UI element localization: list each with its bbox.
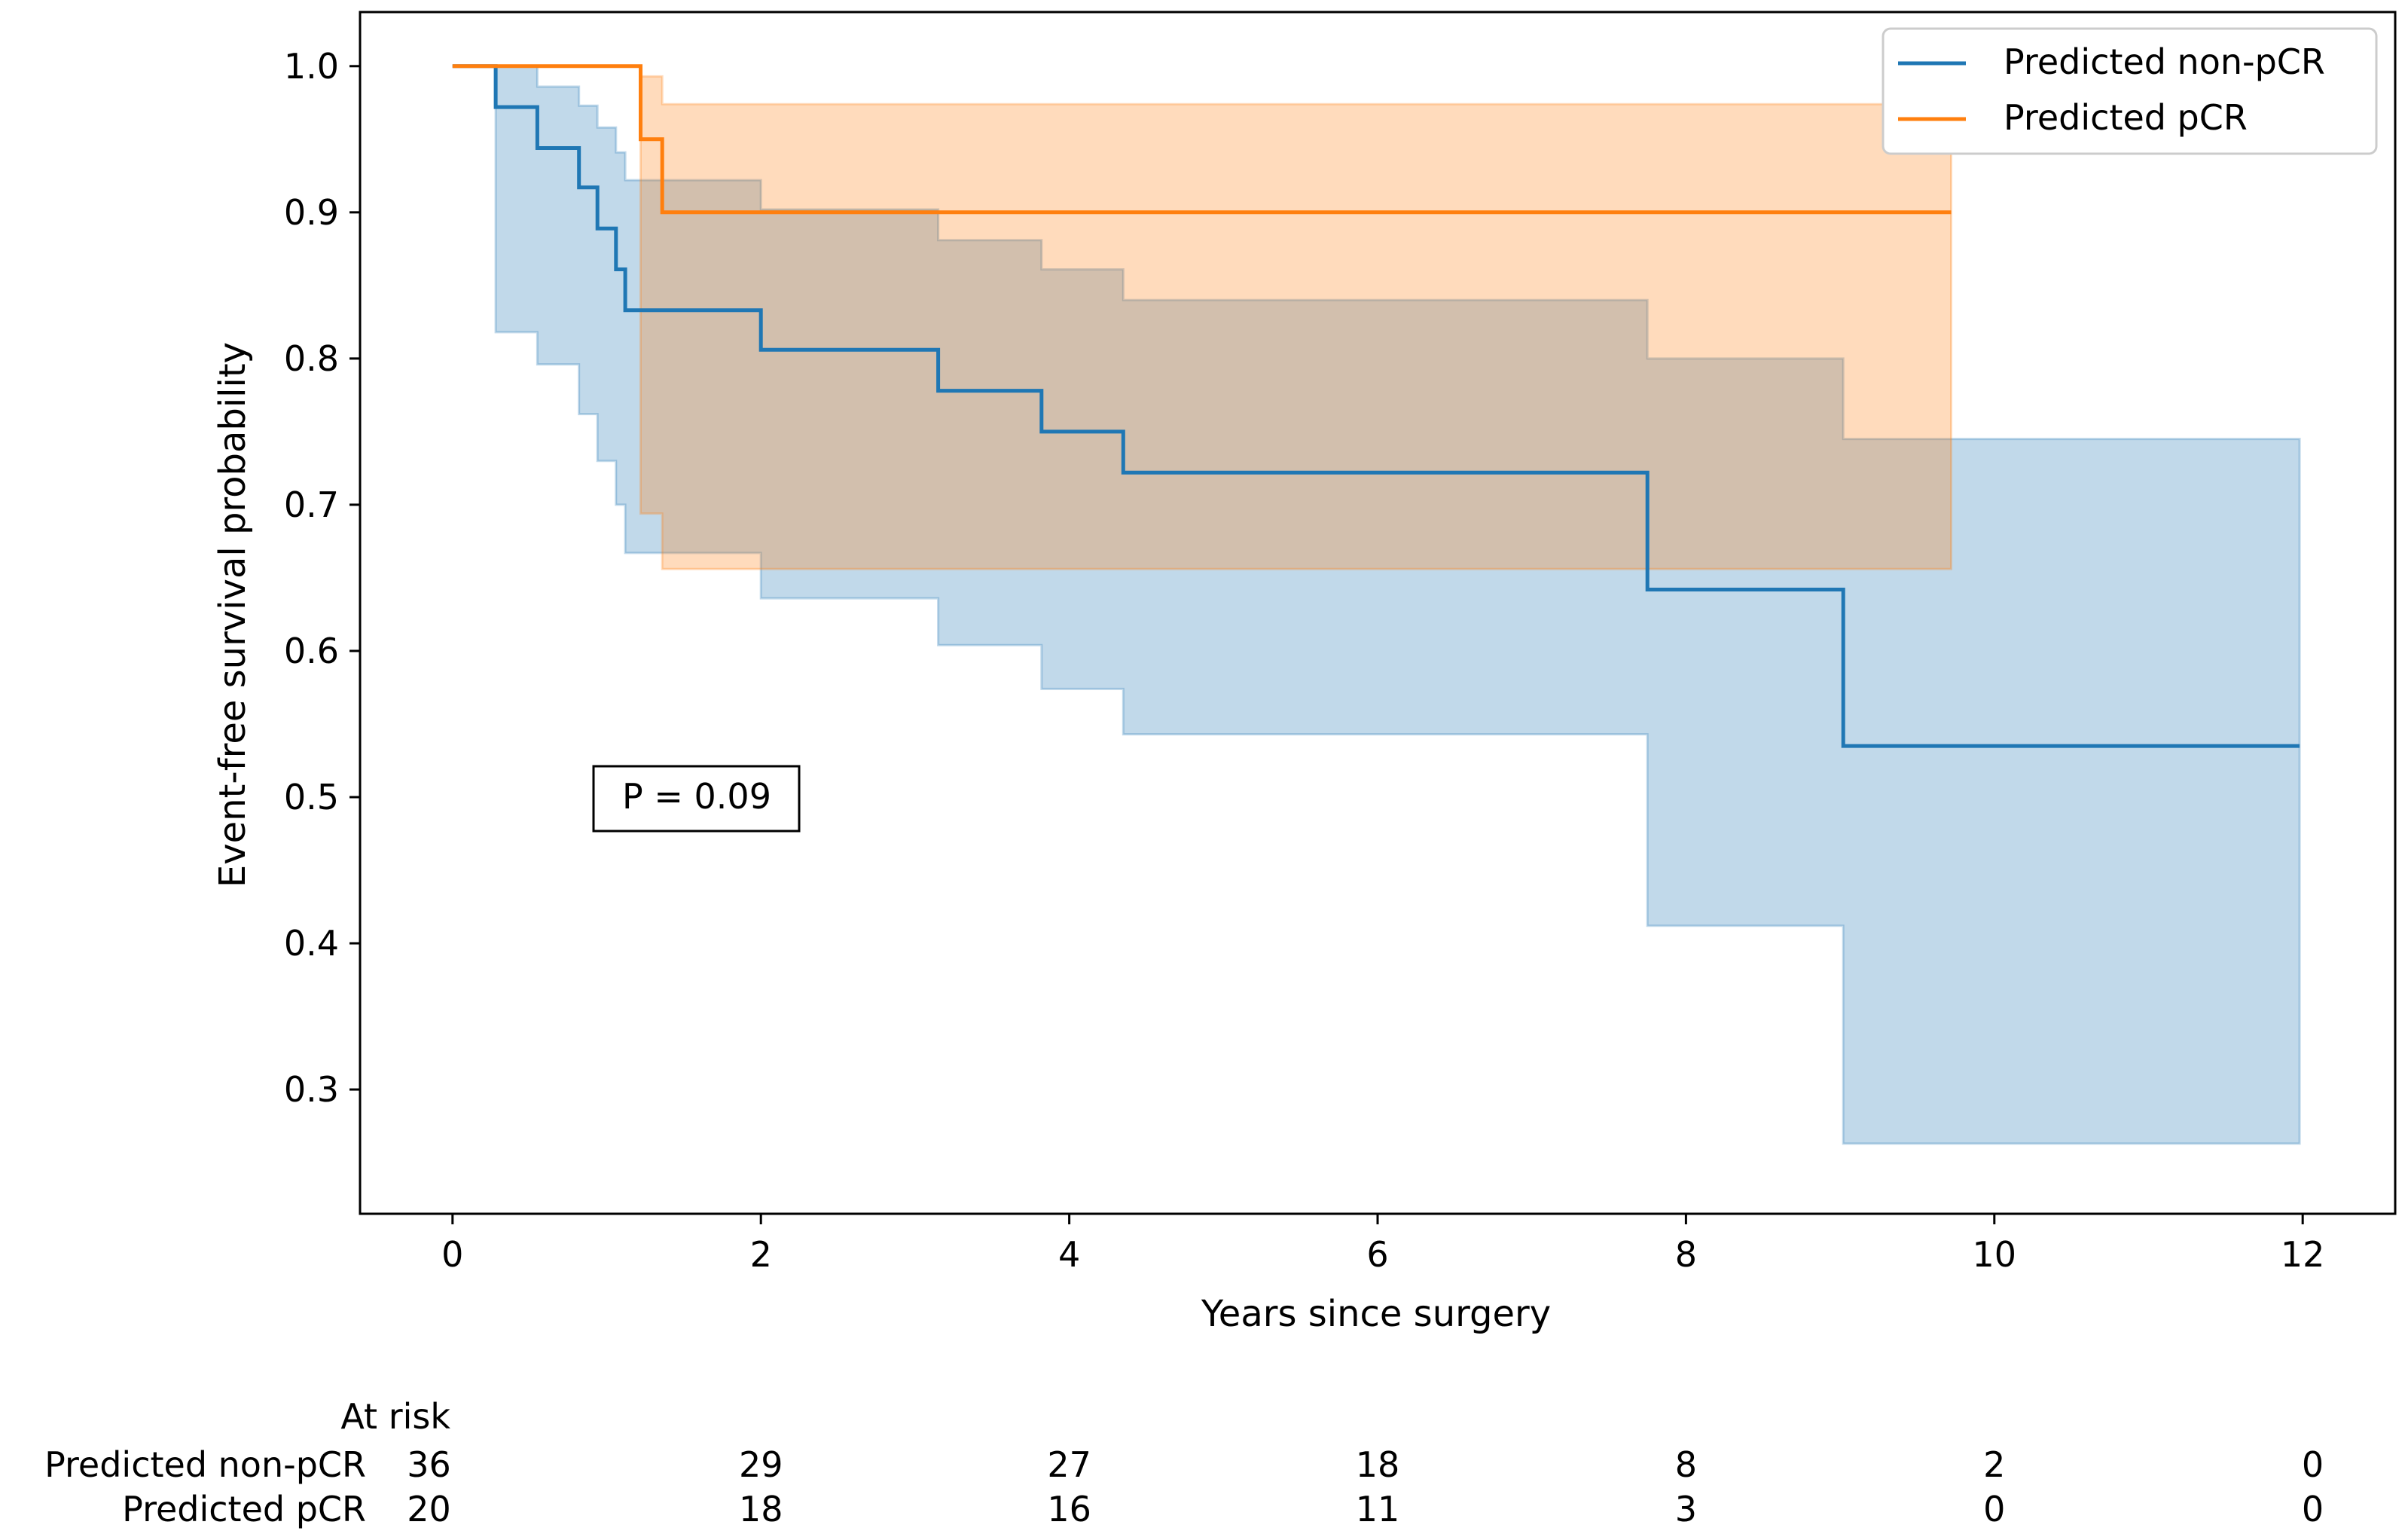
x-tick-label-12: 12 — [2281, 1234, 2325, 1275]
legend-label-non-pcr: Predicted non-pCR — [2004, 41, 2325, 82]
confidence-bands — [452, 65, 2301, 1145]
y-tick-label-0.4: 0.4 — [284, 923, 339, 964]
at-risk-counts: 36 29 27 18 8 2 020 18 16 11 3 0 0 — [407, 1444, 2324, 1529]
at-risk-row-label-non-pcr: Predicted non-pCR — [44, 1444, 366, 1485]
y-tick-label-0.8: 0.8 — [284, 338, 339, 379]
at-risk-count: 11 — [1356, 1489, 1400, 1529]
legend-box — [1882, 27, 2378, 155]
at-risk-count: 18 — [739, 1489, 783, 1529]
y-axis-ticks: 0.3 0.4 0.5 0.6 0.7 0.8 0.9 1.0 — [284, 46, 360, 1110]
confidence-band-predicted-pcr — [452, 65, 1952, 570]
x-axis-ticks: 0 2 4 6 8 10 12 — [441, 1214, 2324, 1275]
x-tick-label-6: 6 — [1366, 1234, 1388, 1275]
y-tick-label-0.5: 0.5 — [284, 777, 339, 817]
at-risk-table: At risk Predicted non-pCR Predicted pCR … — [44, 1396, 2324, 1529]
at-risk-count: 18 — [1356, 1444, 1400, 1485]
at-risk-count: 27 — [1047, 1444, 1091, 1485]
y-tick-label-1.0: 1.0 — [284, 46, 339, 87]
y-tick-label-0.6: 0.6 — [284, 631, 339, 671]
survival-curve-predicted-non-pcr — [452, 64, 2300, 748]
p-value-annotation: P = 0.09 — [592, 765, 801, 833]
x-tick-label-10: 10 — [1973, 1234, 2017, 1275]
x-tick-label-2: 2 — [750, 1234, 772, 1275]
at-risk-count: 0 — [2302, 1444, 2324, 1485]
legend: Predicted non-pCR Predicted pCR — [1882, 27, 2378, 155]
annotation-text: P = 0.09 — [622, 776, 771, 817]
at-risk-count: 16 — [1047, 1489, 1091, 1529]
x-tick-label-4: 4 — [1058, 1234, 1080, 1275]
survival-curve-predicted-pcr — [452, 64, 1952, 215]
y-axis-label: Event-free survival probability — [212, 342, 254, 888]
at-risk-count: 36 — [407, 1444, 451, 1485]
at-risk-count: 0 — [1983, 1489, 2005, 1529]
y-tick-label-0.3: 0.3 — [284, 1069, 339, 1110]
x-tick-label-0: 0 — [441, 1234, 463, 1275]
at-risk-count: 20 — [407, 1489, 451, 1529]
at-risk-header: At risk — [340, 1396, 450, 1437]
at-risk-count: 3 — [1675, 1489, 1697, 1529]
at-risk-count: 8 — [1675, 1444, 1697, 1485]
confidence-band-predicted-non-pcr — [452, 65, 2301, 1145]
x-axis-label: Years since surgery — [1201, 1293, 1551, 1335]
legend-label-pcr: Predicted pCR — [2004, 97, 2248, 138]
y-tick-label-0.9: 0.9 — [284, 192, 339, 233]
at-risk-count: 2 — [1983, 1444, 2005, 1485]
at-risk-row-label-pcr: Predicted pCR — [122, 1489, 366, 1529]
at-risk-count: 29 — [739, 1444, 783, 1485]
y-tick-label-0.7: 0.7 — [284, 484, 339, 525]
x-tick-label-8: 8 — [1675, 1234, 1697, 1275]
annotation-box — [592, 765, 801, 833]
at-risk-count: 0 — [2302, 1489, 2324, 1529]
survival-curves — [452, 64, 2300, 748]
